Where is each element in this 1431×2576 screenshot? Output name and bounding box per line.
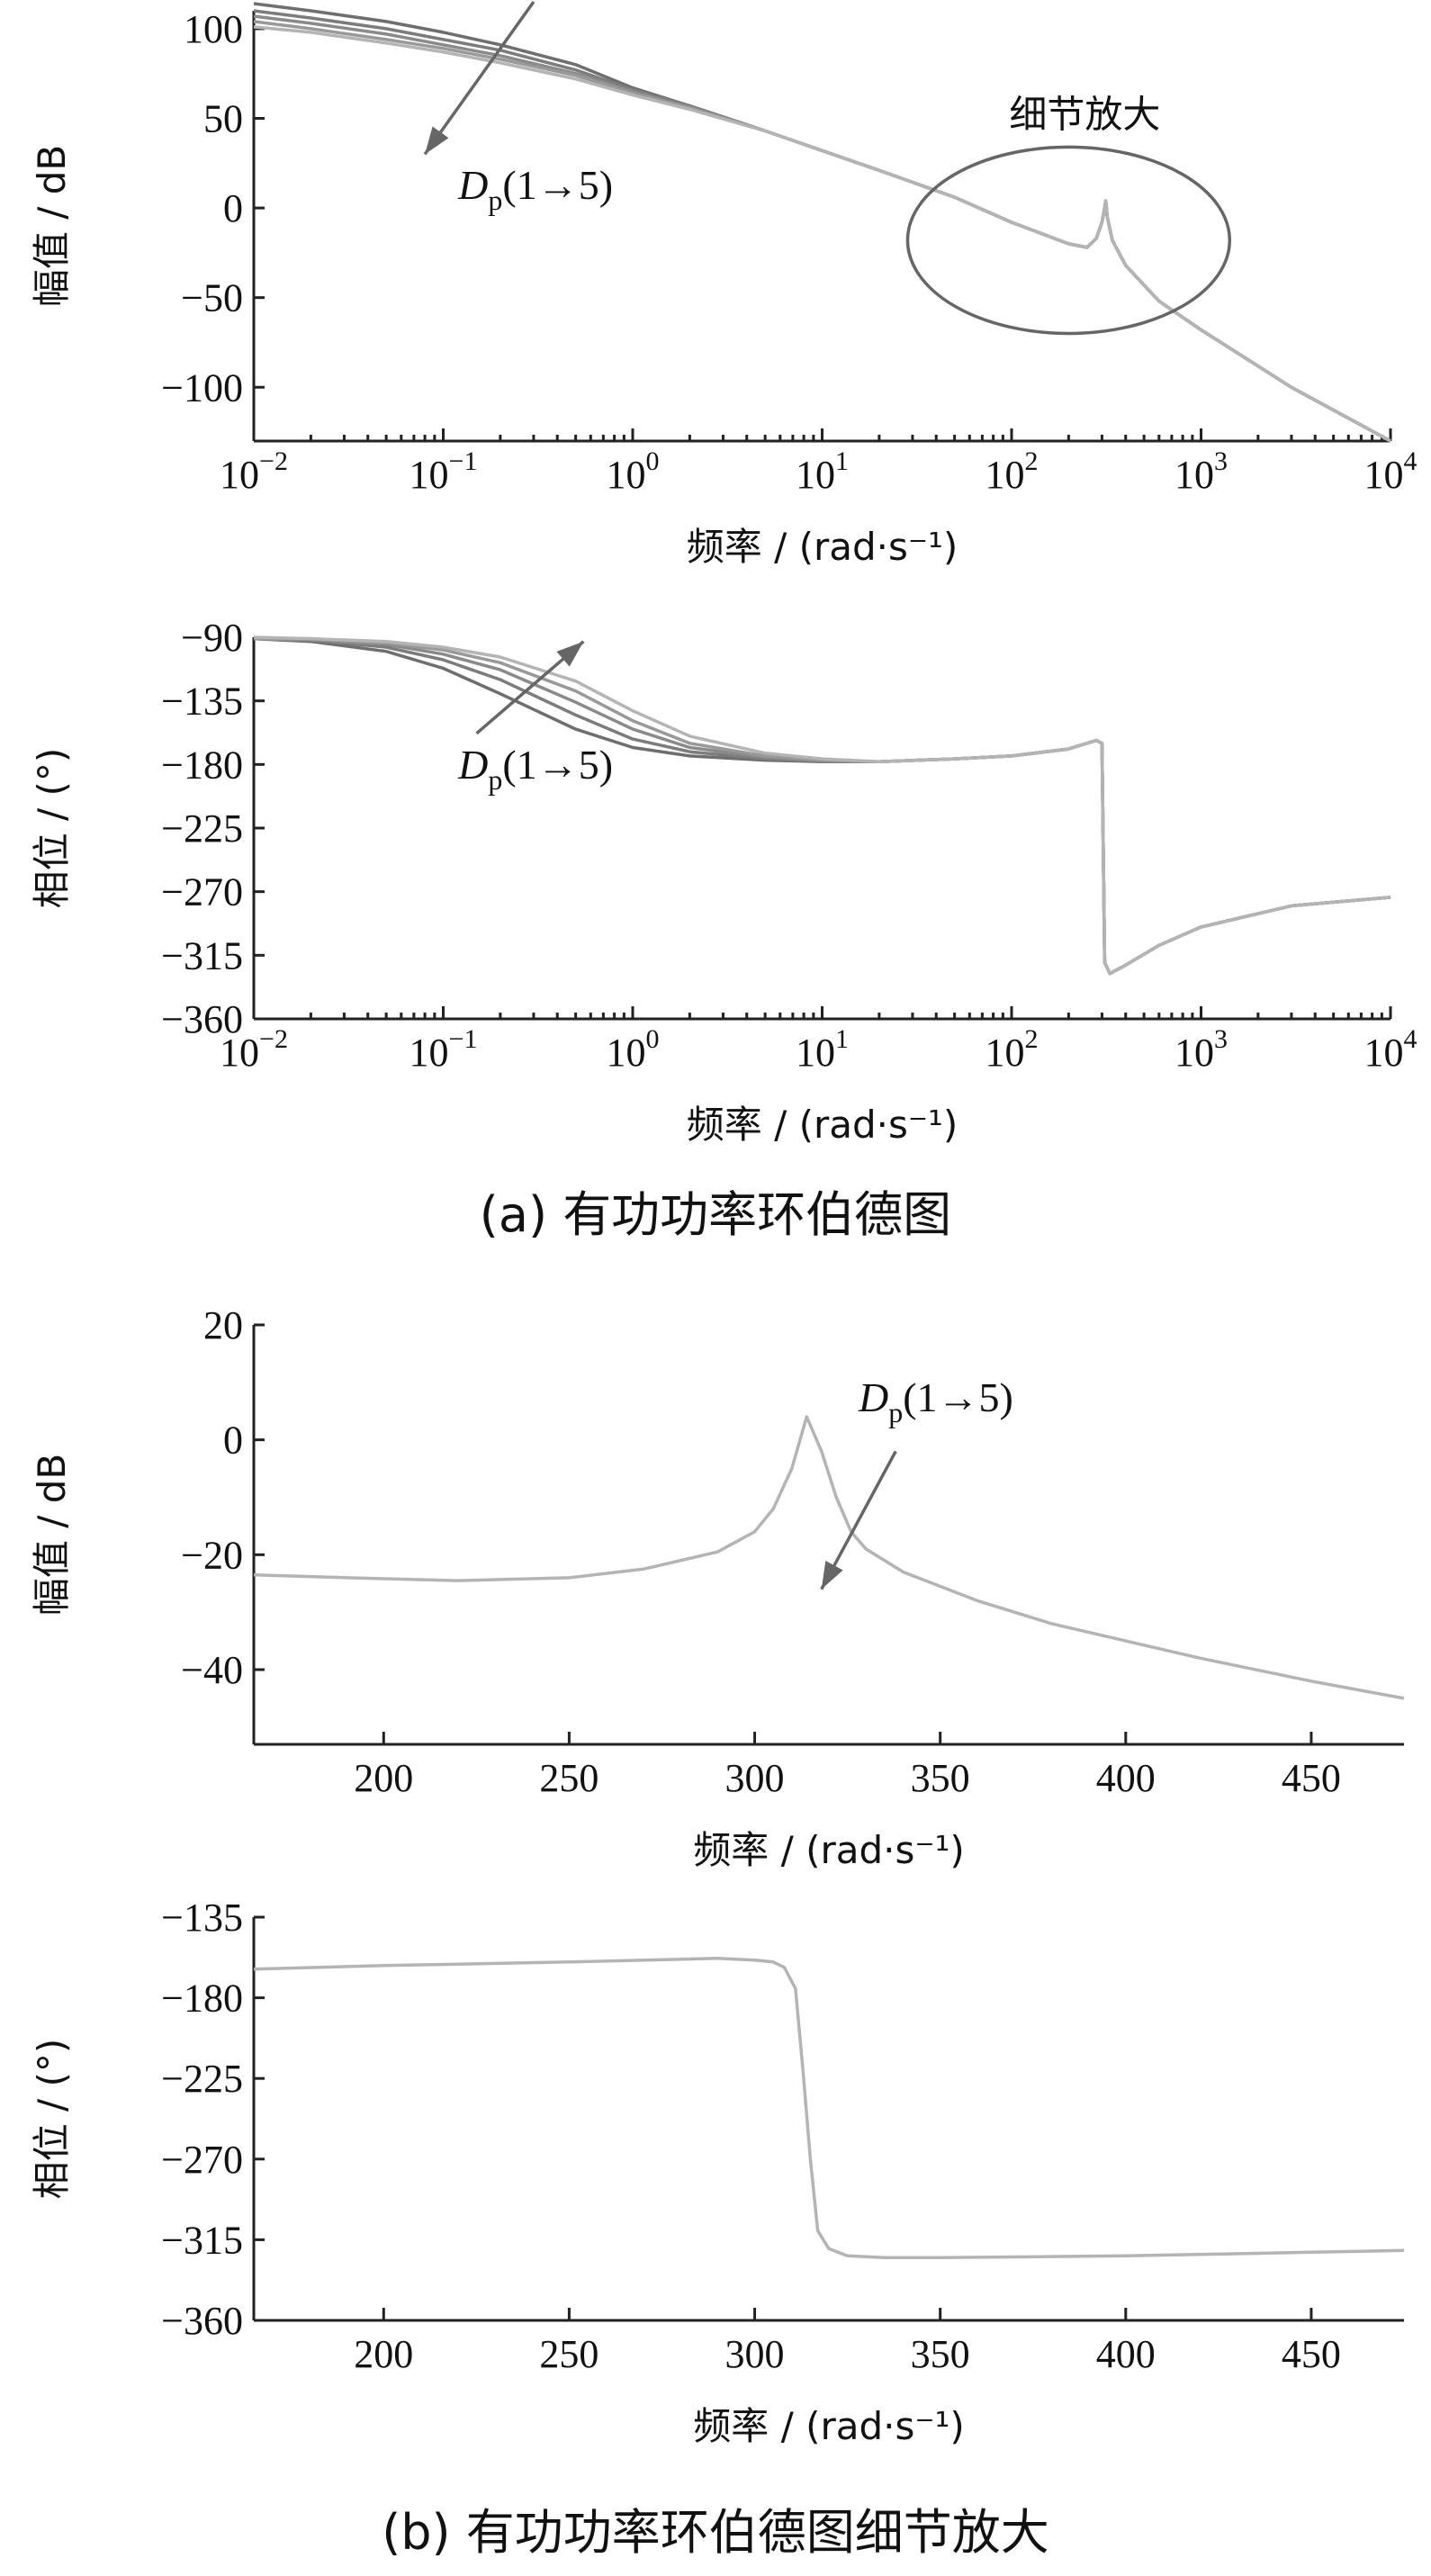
x-tick-label: 100 <box>607 446 660 497</box>
x-tick-label: 250 <box>539 2332 598 2376</box>
x-tick-label: 101 <box>796 1024 849 1075</box>
x-axis-label: 频率 / (rad·s⁻¹) <box>687 1103 958 1147</box>
y-tick-label: 100 <box>184 7 243 51</box>
y-tick-label: 0 <box>223 186 243 230</box>
x-tick-label: 200 <box>354 1756 413 1800</box>
y-tick-label: −100 <box>161 365 243 410</box>
dp-annotation: Dp(1→5) <box>858 1374 1013 1428</box>
y-tick-label: −225 <box>161 2057 243 2101</box>
x-tick-label: 103 <box>1174 1024 1228 1075</box>
x-tick-label: 102 <box>986 446 1039 497</box>
y-axis-label: 幅值 / dB <box>30 145 74 307</box>
x-tick-label: 450 <box>1282 1756 1341 1800</box>
y-tick-label: 0 <box>223 1419 243 1463</box>
x-axis-label: 频率 / (rad·s⁻¹) <box>687 525 958 569</box>
y-tick-label: 20 <box>203 1303 243 1347</box>
x-tick-label: 400 <box>1096 1756 1156 1800</box>
arrowhead <box>425 126 449 155</box>
y-tick-label: −180 <box>161 743 243 787</box>
y-tick-label: −135 <box>161 1896 243 1940</box>
dp-annotation: Dp(1→5) <box>457 162 613 216</box>
y-axis-label: 相位 / (°) <box>30 748 74 909</box>
series-line-5 <box>253 25 1391 443</box>
x-axis-label: 频率 / (rad·s⁻¹) <box>693 1828 965 1872</box>
y-tick-label: −20 <box>181 1533 243 1577</box>
panel-b-phase-plot: −135 −180 −225 −270 −315 −360 200 250 300 350 400 4… <box>30 1896 1405 2448</box>
series-line-3 <box>253 14 1391 443</box>
caption-a: (a) 有功功率环伯德图 <box>480 1186 951 1243</box>
x-tick-label: 450 <box>1282 2332 1341 2376</box>
detail-zoom-ellipse <box>905 145 1232 336</box>
y-tick-label: 50 <box>203 97 243 141</box>
series-line-1 <box>253 2 1391 443</box>
x-tick-label: 102 <box>986 1024 1039 1075</box>
caption-b: (b) 有功功率环伯德图细节放大 <box>382 2504 1049 2561</box>
y-tick-label: −225 <box>161 806 243 851</box>
y-tick-label: −315 <box>161 2218 243 2262</box>
series-line-1 <box>253 1415 1405 1700</box>
series-line-1 <box>253 1957 1405 2260</box>
dp-annotation: Dp(1→5) <box>457 742 613 796</box>
detail-zoom-label: 细节放大 <box>1009 92 1160 136</box>
y-tick-label: −360 <box>161 2299 243 2343</box>
x-axis-label: 频率 / (rad·s⁻¹) <box>693 2404 965 2448</box>
x-tick-label: 101 <box>796 446 849 497</box>
y-tick-label: −135 <box>161 680 243 724</box>
x-tick-label: 100 <box>607 1024 660 1075</box>
arrow-line <box>423 1 536 156</box>
y-tick-label: −315 <box>161 933 243 977</box>
x-tick-label: 400 <box>1096 2332 1156 2376</box>
y-axis-label: 相位 / (°) <box>30 2039 74 2200</box>
series-line-5 <box>253 635 1391 976</box>
x-tick-label: 250 <box>539 1756 598 1800</box>
x-tick-label: 300 <box>725 2332 785 2376</box>
x-tick-label: 10−1 <box>410 446 478 497</box>
y-tick-label: −180 <box>161 1977 243 2021</box>
x-tick-label: 350 <box>911 2332 970 2376</box>
panel-a-magnitude-plot: 100 50 0 −50 −100 10−2 10−1 100 101 102 103 104 频率 /… <box>30 1 1418 569</box>
x-tick-label: 10−1 <box>410 1024 478 1075</box>
y-tick-label: −40 <box>181 1648 243 1692</box>
series-line-2 <box>253 9 1391 443</box>
arrowhead <box>821 1561 843 1590</box>
x-tick-label: 350 <box>911 1756 970 1800</box>
y-tick-label: −50 <box>181 276 243 320</box>
x-tick-label: 104 <box>1364 1024 1418 1075</box>
series-line-4 <box>253 20 1391 443</box>
y-tick-label: −90 <box>181 616 243 660</box>
x-tick-label: 200 <box>354 2332 413 2376</box>
y-tick-label: −270 <box>161 870 243 914</box>
y-tick-label: −270 <box>161 2138 243 2182</box>
x-tick-label: 300 <box>725 1756 785 1800</box>
x-tick-label: 10−2 <box>220 1024 288 1075</box>
x-tick-label: 103 <box>1174 446 1228 497</box>
x-tick-label: 104 <box>1364 446 1418 497</box>
y-axis-label: 幅值 / dB <box>30 1454 74 1616</box>
x-tick-label: 10−2 <box>220 446 288 497</box>
arrowhead <box>556 641 584 667</box>
y-tick-label: −360 <box>161 997 243 1041</box>
